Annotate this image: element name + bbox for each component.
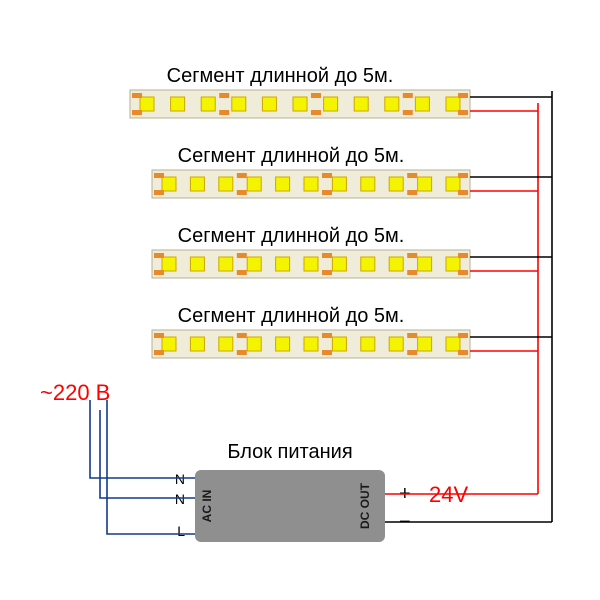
strip-label: Сегмент длинной до 5м. (178, 145, 405, 167)
psu-ac-terminal: N (175, 491, 185, 507)
psu-ac-in-label: AC IN (200, 490, 214, 523)
psu-ac-terminal: L (177, 523, 185, 539)
led-strip (152, 170, 470, 198)
strip-label: Сегмент длинной до 5м. (178, 305, 405, 327)
psu-ac-terminal: N (175, 471, 185, 487)
ac-input-label: ~220 В (40, 380, 110, 405)
led-strip (130, 90, 470, 118)
strip-label: Сегмент длинной до 5м. (167, 65, 394, 87)
led-strip (152, 330, 470, 358)
strip-label: Сегмент длинной до 5м. (178, 225, 405, 247)
wiring-diagram: Сегмент длинной до 5м. Сегмент длинной до… (0, 0, 600, 600)
psu-body (195, 470, 385, 542)
psu-title: Блок питания (227, 441, 352, 463)
led-strip (152, 250, 470, 278)
psu-dc-out-label: DC OUT (358, 482, 372, 529)
